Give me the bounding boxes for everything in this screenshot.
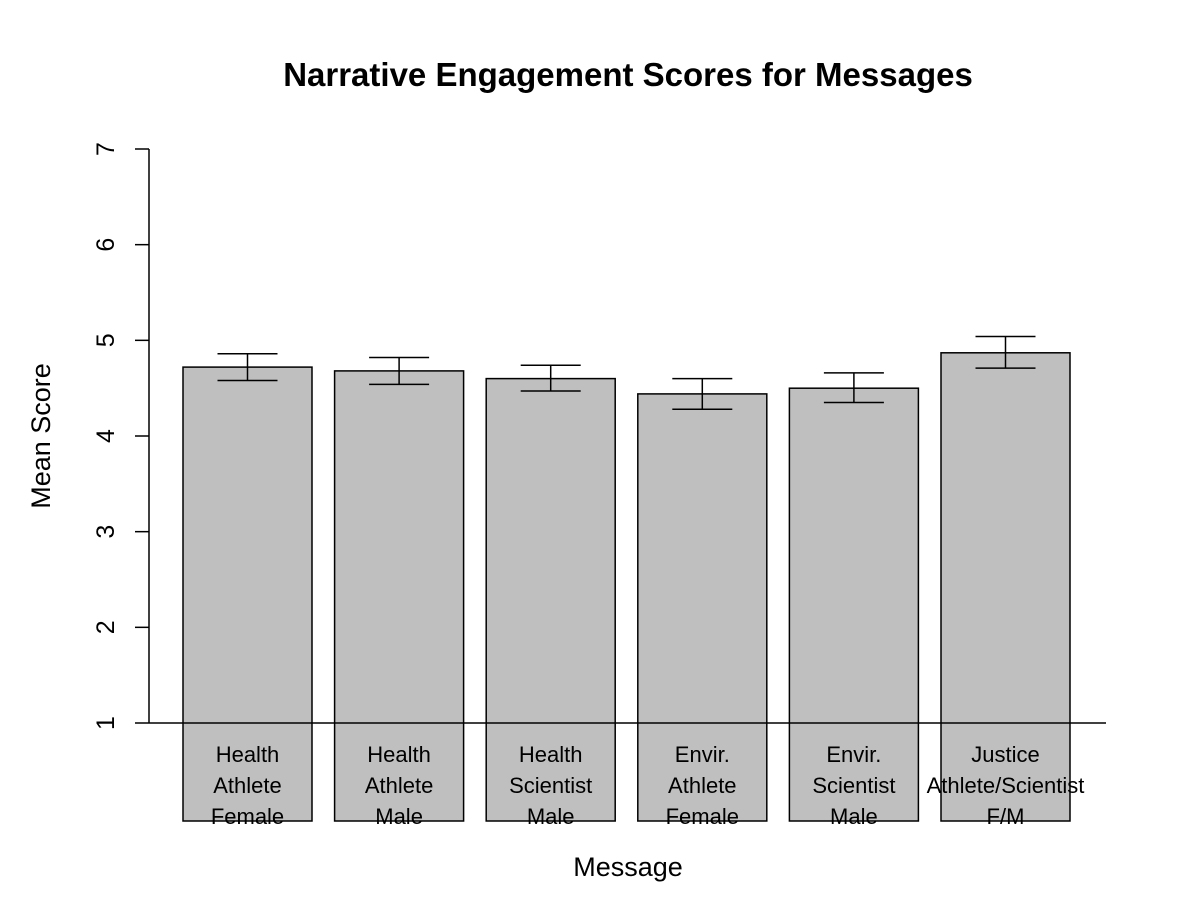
y-tick-label: 6 xyxy=(92,238,120,252)
bar xyxy=(182,366,313,822)
y-tick-label: 2 xyxy=(92,620,120,634)
x-category-label: Athlete/Scientist xyxy=(927,773,1085,798)
bar xyxy=(940,352,1071,822)
bar xyxy=(788,387,920,822)
y-tick-label: 4 xyxy=(92,429,120,443)
category-labels-group: Health Athlete Female Health Athlete Male Heal… xyxy=(211,742,1085,829)
bars-group xyxy=(182,352,1071,822)
x-category-label: Scientist xyxy=(509,773,592,798)
x-category-label: Male xyxy=(830,804,878,829)
x-category-label: Athlete xyxy=(365,773,434,798)
x-category-label: Envir. xyxy=(675,742,730,767)
x-category-label: Athlete xyxy=(668,773,737,798)
y-tick-label: 1 xyxy=(92,716,120,730)
y-axis-label: Mean Score xyxy=(26,363,56,509)
x-category-label: Female xyxy=(666,804,739,829)
y-tick-label: 7 xyxy=(92,142,120,156)
x-category-label: Health xyxy=(519,742,583,767)
x-category-label: Male xyxy=(375,804,423,829)
bar xyxy=(637,393,768,822)
bar xyxy=(485,377,616,822)
x-category-label: Envir. xyxy=(826,742,881,767)
error-bars-group xyxy=(217,335,1036,410)
x-category-label: Justice xyxy=(971,742,1039,767)
y-axis: 1 2 3 4 5 6 7 xyxy=(92,142,150,730)
y-tick-label: 5 xyxy=(92,333,120,347)
x-category-label: Male xyxy=(527,804,575,829)
bar xyxy=(333,370,465,822)
x-category-label: Female xyxy=(211,804,284,829)
x-category-label: Health xyxy=(216,742,280,767)
y-tick-label: 3 xyxy=(92,525,120,539)
x-category-label: F/M xyxy=(987,804,1025,829)
x-axis-label: Message xyxy=(573,852,683,882)
x-category-label: Health xyxy=(367,742,431,767)
x-category-label: Athlete xyxy=(213,773,282,798)
x-category-label: Scientist xyxy=(812,773,895,798)
chart-title: Narrative Engagement Scores for Messages xyxy=(283,56,973,93)
